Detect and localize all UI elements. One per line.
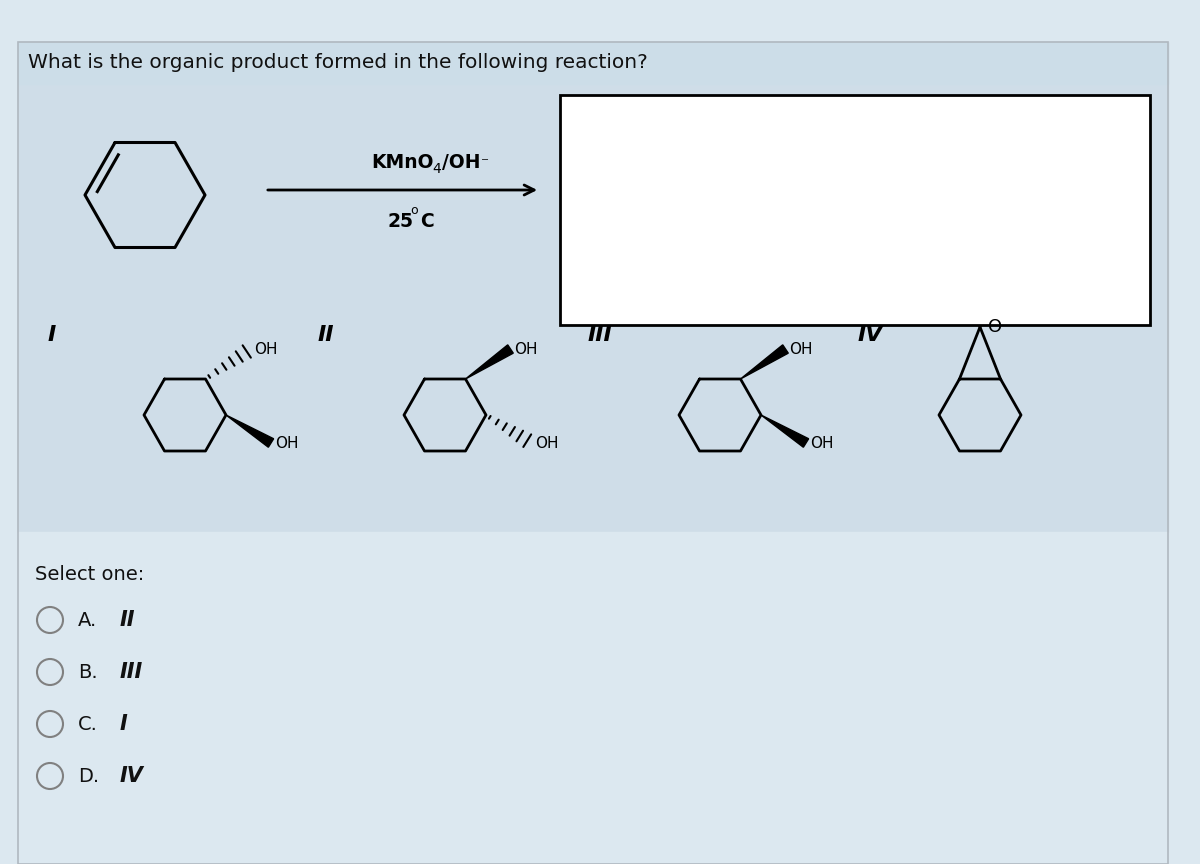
Polygon shape (761, 415, 809, 448)
Text: 25: 25 (388, 212, 414, 231)
Text: OH: OH (790, 341, 814, 357)
Text: OH: OH (810, 435, 834, 450)
Text: ⁻: ⁻ (480, 155, 488, 170)
Polygon shape (466, 345, 514, 379)
Text: O: O (988, 318, 1002, 336)
Text: A.: A. (78, 611, 97, 630)
Text: OH: OH (254, 341, 278, 357)
Bar (18, 42, 1168, 84)
Text: IV: IV (858, 325, 883, 345)
Bar (18, 532, 1168, 864)
Text: OH: OH (515, 341, 538, 357)
Text: B.: B. (78, 663, 97, 682)
Bar (560, 95, 1150, 325)
Text: C.: C. (78, 715, 98, 734)
Text: Select one:: Select one: (35, 565, 144, 584)
Text: I: I (48, 325, 56, 345)
Text: o: o (410, 204, 418, 217)
Text: 4: 4 (432, 162, 442, 176)
Text: KMnO: KMnO (371, 153, 433, 172)
Text: II: II (318, 325, 335, 345)
Text: I: I (120, 714, 127, 734)
Text: II: II (120, 610, 136, 630)
Bar (18, 42, 1168, 532)
Text: IV: IV (120, 766, 144, 786)
Text: III: III (588, 325, 613, 345)
Text: C: C (420, 212, 434, 231)
Text: OH: OH (275, 435, 299, 450)
Text: III: III (120, 662, 143, 682)
Text: /OH: /OH (443, 153, 481, 172)
Polygon shape (740, 345, 788, 379)
Text: What is the organic product formed in the following reaction?: What is the organic product formed in th… (28, 54, 648, 73)
Polygon shape (226, 415, 274, 448)
Text: D.: D. (78, 766, 100, 785)
Text: OH: OH (535, 435, 558, 450)
